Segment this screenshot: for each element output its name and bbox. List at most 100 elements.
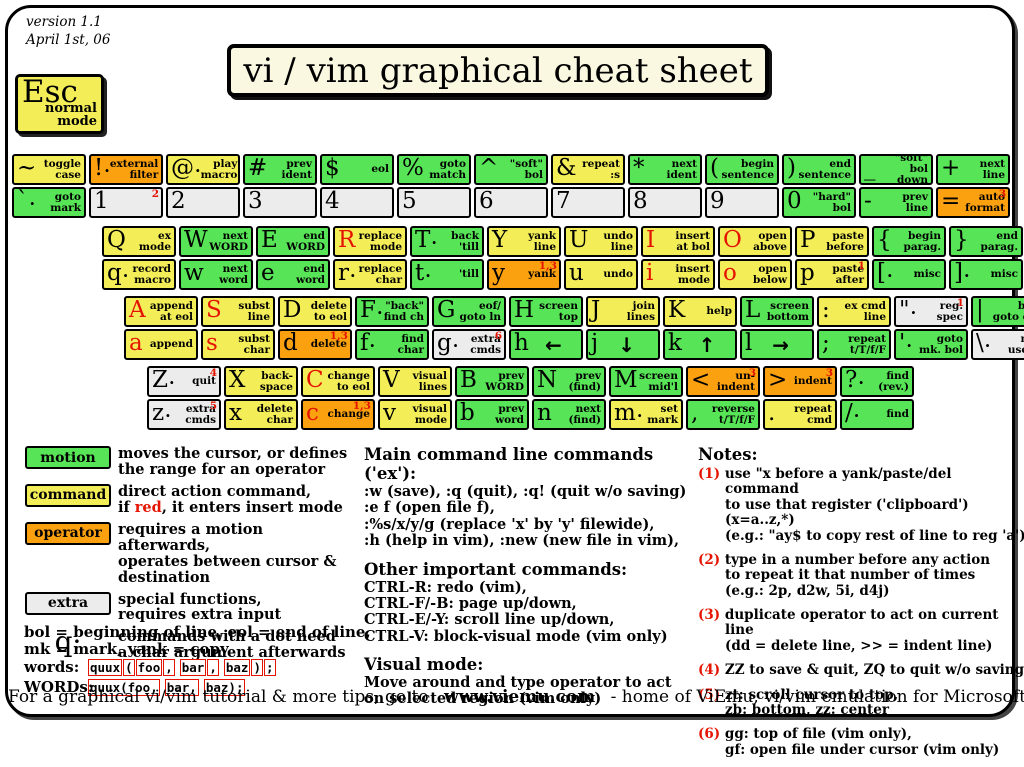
key-half-z-plain: z · extra cmds 5 [147,399,221,430]
key-glyph: K [668,297,686,324]
key-glyph: { [877,227,892,254]
key-half-y-plain: y yank 1,3 [487,259,561,290]
key-half-semicolon-plain: ; repeat t/T/f/F [817,329,891,360]
word-token: baz); [203,678,246,696]
version-label: version 1.1 April 1st, 06 [26,14,110,49]
abbreviations: bol = beginning of line, eol = end of li… [24,623,371,658]
key-glyph: w [184,260,204,287]
key-half-9-plain: 9 [705,187,779,218]
key-label: prev (find) [568,369,601,393]
key-half-u-plain: u undo [564,259,638,290]
key-glyph: * [633,155,645,182]
key-label: "back" find ch [383,299,424,323]
key-label: repeat cmd [794,402,832,426]
key-half-c-plain: c change 1,3 [301,399,375,430]
key-label: end parag. [980,229,1018,253]
title-box: vi / vim graphical cheat sheet [227,44,769,97]
key-label: screen mid'l [639,369,678,393]
key-label: misc [913,268,941,281]
key-half-6-shift: ^ "soft" bol [474,154,548,185]
footer: For a graphical vi/vim tutorial & more t… [8,687,1024,707]
key-label: yank line [528,229,556,253]
key-label: subst line [238,299,270,323]
key-glyph: % [402,155,424,182]
legend-item-command: command direct action command, if red, it… [22,483,352,516]
key-glyph: J [591,297,601,324]
key-label: reg. spec [936,299,963,323]
key-half-backtick-plain: ` · goto mark [12,187,86,218]
legend-text-part: moves the cursor, or defines the range f… [118,445,348,478]
key-glyph: r [338,260,349,287]
legend-swatch-cell: q· [22,628,114,661]
key-glyph: / [845,400,853,427]
key-half-j-plain: j ↓ [586,329,660,360]
key-glyph: 5 [402,188,417,215]
key-glyph: H [514,297,535,324]
key-half-h-plain: h ← [509,329,583,360]
word-example-row-1: words: quux(foo, bar, baz); [24,658,277,676]
note-text: use "x before a yank/paste/del command t… [724,466,1024,544]
key-glyph: y [492,260,505,287]
key-label: append at eol [149,299,193,323]
word-token: ; [263,658,276,676]
legend-swatch-command: command [25,483,111,507]
version-line2: April 1st, 06 [26,31,111,48]
key-half-period-shift: > indent 3 [763,366,837,397]
key-glyph: & [556,155,577,182]
key-glyph: g [437,330,452,357]
key-label: goto mk. bol [918,332,963,356]
key-glyph: 2 [171,188,186,215]
key-half-5-shift: % goto match [397,154,471,185]
word-token: ( [123,658,135,676]
key-0: ) end sentence 0 "hard" bol [782,154,856,218]
version-line1: version 1.1 [26,14,102,30]
key-half-v-plain: v visual mode [378,399,452,430]
key-glyph: 3 [248,188,263,215]
char-arg-dot: · [195,161,201,180]
note-item-3: (3) duplicate operator to act on current… [698,607,1024,654]
key-glyph: 0 [787,188,802,215]
key-label: ↓ [618,332,635,357]
char-arg-dot: · [425,266,431,285]
key-label: next line [979,157,1005,181]
key-quote: " · reg. spec 1 ' · goto mk. bol [894,296,968,360]
key-half-k-plain: k ↑ [663,329,737,360]
key-label: join lines [626,299,655,323]
key-label: end WORD [286,229,325,253]
legend-swatch-operator: operator [25,521,111,545]
key-label: next WORD [209,229,248,253]
note-ref: 1 [956,297,964,309]
legend-item-dot: q· commands with a dot need a char argume… [22,628,352,661]
key-glyph: u [569,260,584,287]
key-glyph: $ [325,155,340,182]
notes-column: Notes: (1) use "x before a yank/paste/del… [698,445,1024,767]
key-glyph: B [460,367,477,394]
key-glyph: 8 [633,188,648,215]
char-arg-dot: · [29,194,36,213]
key-glyph: i [646,260,654,287]
key-glyph: O [723,227,742,254]
key-half-s-plain: s subst char [201,329,275,360]
section-title: Main command line commands ('ex'): [364,445,654,483]
key-glyph: p [800,260,815,287]
key-glyph: T [415,227,431,254]
key-glyph: - [864,188,872,215]
key-glyph: V [383,367,400,394]
key-half-g-plain: g · extra cmds 6 [432,329,506,360]
key-label: goto mark [50,190,81,214]
key-half-equals-shift: + next line [936,154,1010,185]
key-glyph: o [723,260,737,287]
note-ref: 2 [151,188,159,200]
key-label: reverse t/T/f/F [711,402,755,426]
key-label: set mark [647,402,678,426]
